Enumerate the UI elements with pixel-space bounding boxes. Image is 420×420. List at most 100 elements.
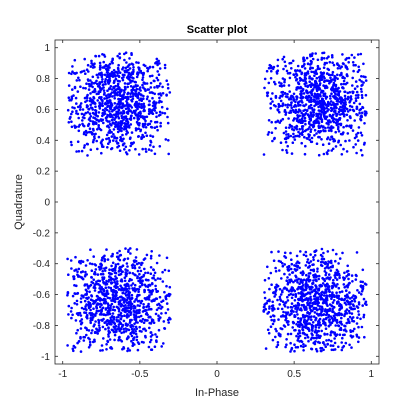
scatter-point (336, 102, 339, 106)
scatter-point (333, 102, 337, 106)
scatter-point (283, 80, 286, 84)
scatter-point (270, 304, 274, 308)
scatter-point (283, 78, 287, 81)
scatter-point (276, 307, 280, 311)
scatter-point (340, 316, 343, 320)
scatter-point (105, 323, 109, 327)
scatter-point (307, 317, 310, 321)
scatter-point (356, 96, 360, 99)
scatter-point (293, 349, 296, 353)
scatter-point (155, 340, 158, 344)
scatter-point (322, 251, 325, 255)
scatter-point (106, 296, 110, 300)
scatter-point (291, 293, 295, 297)
scatter-point (267, 131, 271, 134)
scatter-point (281, 103, 285, 107)
scatter-point (70, 72, 73, 76)
scatter-point (139, 129, 142, 133)
scatter-point (283, 60, 287, 64)
scatter-point (126, 265, 129, 268)
scatter-point (144, 64, 147, 68)
scatter-point (351, 303, 355, 306)
scatter-point (96, 128, 99, 131)
scatter-point (317, 130, 320, 133)
scatter-point (101, 99, 104, 103)
scatter-point (149, 272, 153, 276)
scatter-point (336, 324, 340, 327)
scatter-point (351, 316, 355, 319)
scatter-point (101, 118, 105, 122)
scatter-point (157, 92, 160, 96)
scatter-point (142, 108, 146, 112)
scatter-point (77, 129, 81, 133)
scatter-point (317, 76, 321, 79)
scatter-point (148, 91, 152, 94)
scatter-point (357, 126, 361, 129)
scatter-point (299, 79, 302, 82)
scatter-point (342, 278, 346, 281)
scatter-point (305, 109, 309, 112)
scatter-point (319, 129, 323, 133)
scatter-point (348, 291, 351, 294)
scatter-point (319, 75, 323, 79)
scatter-point (342, 283, 346, 286)
scatter-point (112, 81, 116, 85)
scatter-point (166, 318, 170, 322)
scatter-point (281, 93, 285, 96)
scatter-point (302, 349, 305, 352)
scatter-point (294, 305, 298, 309)
scatter-point (337, 272, 341, 276)
scatter-point (357, 336, 361, 339)
scatter-point (287, 323, 290, 326)
scatter-point (356, 139, 360, 142)
scatter-point (298, 331, 302, 335)
scatter-point (294, 108, 298, 112)
scatter-point (97, 111, 101, 114)
scatter-point (118, 258, 122, 262)
scatter-point (140, 99, 143, 102)
scatter-point (112, 267, 115, 271)
scatter-point (360, 134, 364, 137)
scatter-point (152, 79, 156, 83)
scatter-point (333, 348, 337, 351)
scatter-point (85, 96, 89, 100)
scatter-point (106, 71, 109, 74)
scatter-point (150, 149, 153, 152)
scatter-point (75, 109, 78, 113)
scatter-point (160, 105, 164, 109)
scatter-point (107, 309, 111, 312)
scatter-point (74, 255, 77, 259)
scatter-point (114, 271, 118, 275)
scatter-point (132, 66, 135, 69)
scatter-point (79, 335, 82, 339)
scatter-point (327, 101, 330, 105)
scatter-point (124, 268, 127, 271)
scatter-point (312, 307, 316, 311)
scatter-point (158, 254, 161, 257)
scatter-point (140, 261, 143, 265)
scatter-point (267, 66, 271, 70)
scatter-point (361, 304, 365, 307)
scatter-point (274, 120, 278, 124)
scatter-point (114, 275, 117, 278)
scatter-point (147, 305, 151, 308)
scatter-point (131, 263, 135, 266)
scatter-point (269, 102, 273, 105)
scatter-point (145, 82, 149, 85)
scatter-point (117, 69, 120, 73)
scatter-point (299, 278, 303, 281)
scatter-point (164, 297, 168, 301)
scatter-point (307, 275, 311, 278)
scatter-point (117, 74, 120, 78)
scatter-point (288, 71, 292, 75)
scatter-point (269, 66, 273, 70)
scatter-point (271, 100, 274, 103)
scatter-point (348, 115, 352, 118)
scatter-point (363, 335, 366, 339)
scatter-point (90, 275, 93, 279)
scatter-point (142, 258, 146, 261)
scatter-point (103, 112, 106, 115)
scatter-point (141, 147, 144, 151)
scatter-point (333, 341, 337, 345)
scatter-point (305, 273, 308, 277)
